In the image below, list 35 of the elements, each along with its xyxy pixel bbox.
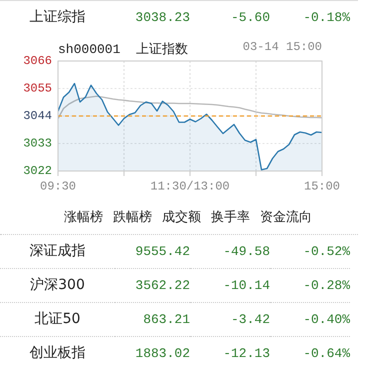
text: 9555.42: [115, 235, 190, 269]
text: 深证成指: [0, 235, 115, 269]
text: 成交额: [162, 208, 201, 226]
x-tick-label: 11:30/13:00: [150, 179, 230, 194]
text: 涨幅榜: [64, 208, 103, 226]
y-tick-label: 3044: [23, 109, 52, 124]
y-tick-label: 3066: [23, 54, 52, 68]
text: -10.14: [190, 269, 270, 303]
text: 资金流向: [260, 208, 312, 226]
text: -5.60: [230, 9, 270, 27]
chart-title: sh000001 上证指数: [58, 41, 188, 58]
text: 3038.23: [134, 9, 190, 27]
x-tick-label: 15:00: [304, 179, 340, 194]
text: -0.64%: [302, 345, 350, 363]
text: 1883.02: [134, 345, 190, 363]
text: 换手率: [211, 208, 250, 226]
chart-subtitle: 03-14 15:00: [242, 40, 322, 54]
text: 创业板指: [28, 344, 86, 363]
text: -3.42: [190, 303, 270, 337]
text: 跌幅榜: [113, 208, 152, 226]
text: 北证50: [0, 303, 115, 337]
text: 上证综指: [28, 8, 86, 27]
text: -0.28%: [270, 269, 350, 303]
text: 3562.22: [115, 269, 190, 303]
text: -49.58: [190, 235, 270, 269]
y-tick-label: 3033: [23, 136, 52, 151]
y-tick-label: 3022: [23, 164, 52, 178]
text: -0.18%: [302, 9, 350, 27]
x-tick-label: 09:30: [40, 179, 76, 194]
text: 沪深300: [0, 269, 115, 303]
text: 863.21: [115, 303, 190, 337]
text: -0.52%: [270, 235, 350, 269]
text: -0.40%: [270, 303, 350, 337]
text: -12.13: [222, 345, 270, 363]
y-tick-label: 3055: [23, 82, 52, 96]
